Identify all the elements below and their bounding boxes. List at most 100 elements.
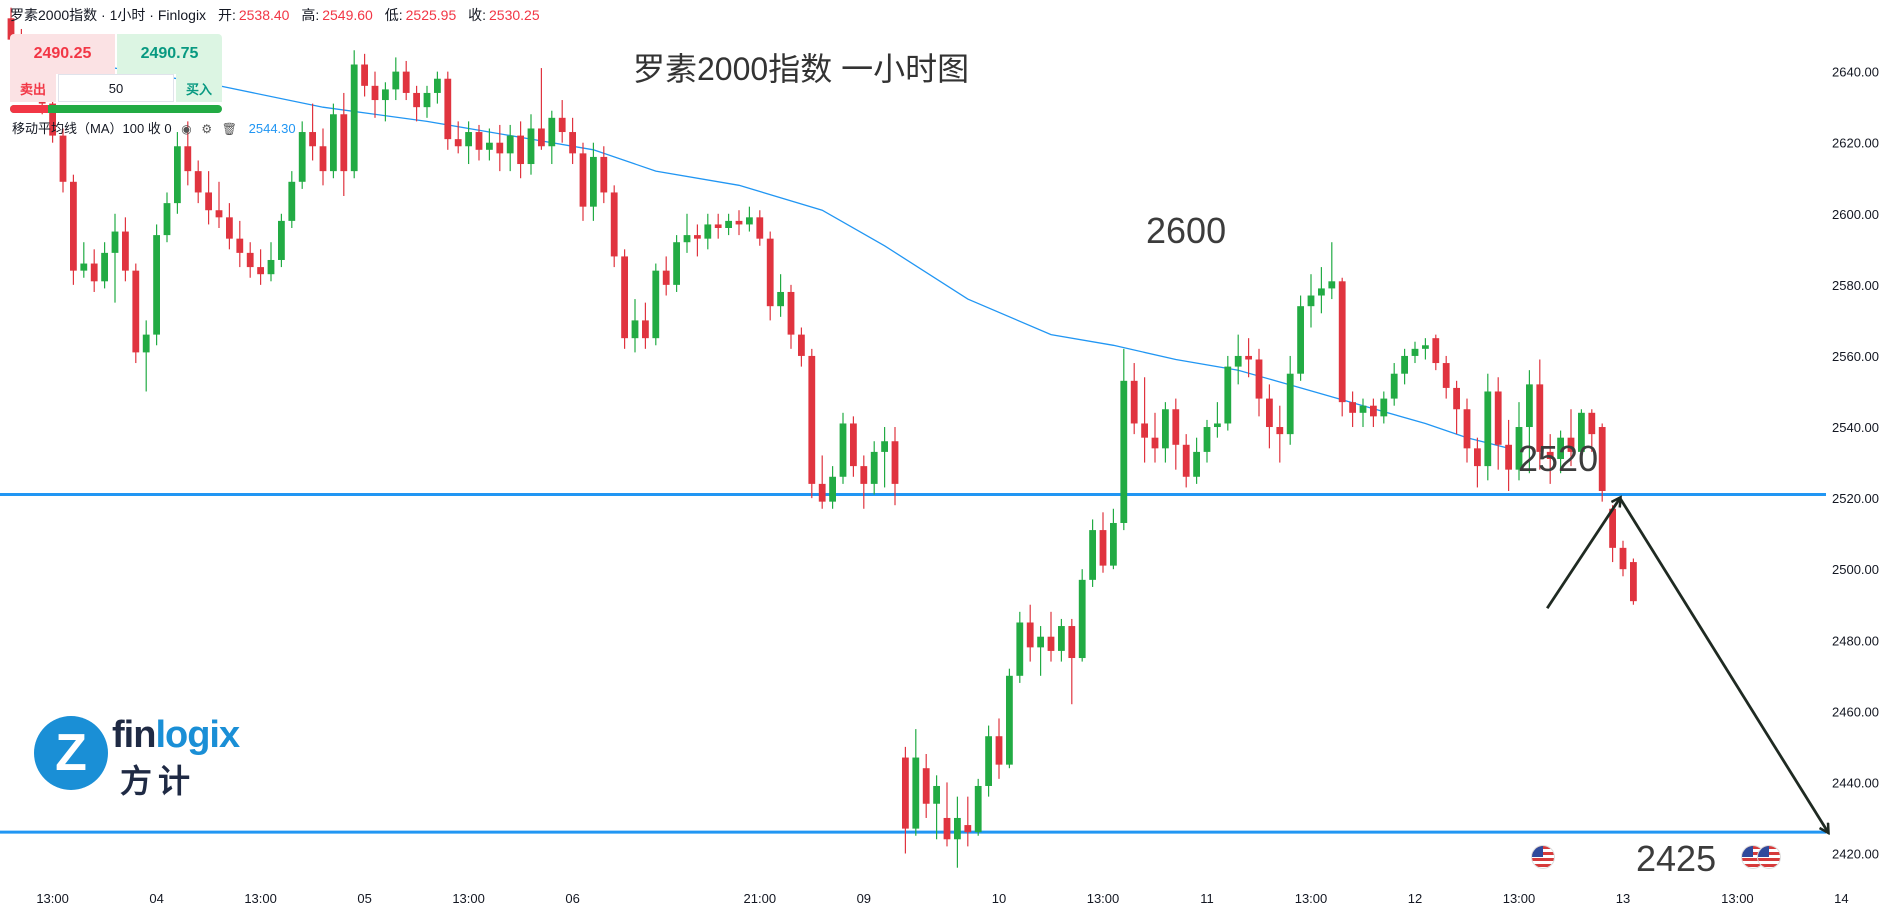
candle[interactable]	[870, 441, 878, 495]
candle[interactable]	[205, 171, 212, 225]
us-flag-icon[interactable]	[1758, 846, 1780, 868]
buy-price-button[interactable]: 2490.75	[117, 34, 222, 74]
candle[interactable]	[860, 455, 868, 509]
candle[interactable]	[662, 256, 670, 296]
candle[interactable]	[1411, 341, 1419, 364]
candle[interactable]	[1557, 430, 1564, 474]
candle[interactable]	[1266, 384, 1273, 449]
candle[interactable]	[1245, 338, 1252, 378]
candle[interactable]	[1214, 402, 1221, 438]
sell-button[interactable]: 卖出	[10, 74, 56, 102]
candle[interactable]	[590, 142, 597, 221]
candle[interactable]	[631, 299, 639, 353]
projection-arrow[interactable]	[1618, 497, 1828, 832]
candle[interactable]	[891, 427, 899, 506]
candle[interactable]	[1567, 409, 1575, 467]
candle[interactable]	[902, 746, 909, 854]
candle[interactable]	[1224, 355, 1232, 431]
candle[interactable]	[725, 213, 732, 236]
candle[interactable]	[1401, 348, 1408, 385]
candle[interactable]	[1370, 398, 1377, 428]
candle[interactable]	[1297, 295, 1304, 381]
candle[interactable]	[496, 124, 504, 172]
candle[interactable]	[257, 249, 264, 285]
candle[interactable]	[361, 53, 368, 97]
candle[interactable]	[808, 348, 816, 499]
candle[interactable]	[912, 729, 920, 836]
candle[interactable]	[1630, 558, 1637, 605]
candle[interactable]	[579, 142, 587, 221]
candle[interactable]	[1546, 434, 1554, 484]
candle[interactable]	[964, 796, 972, 847]
candle[interactable]	[1328, 242, 1336, 300]
candle[interactable]	[1193, 437, 1200, 484]
candle[interactable]	[1286, 355, 1294, 445]
projection-arrow[interactable]	[1546, 498, 1620, 610]
eye-icon[interactable]: ◉	[181, 122, 192, 136]
candle[interactable]	[527, 114, 535, 175]
candle[interactable]	[1588, 409, 1596, 452]
candle[interactable]	[839, 412, 847, 484]
candle[interactable]	[1494, 377, 1502, 470]
candle[interactable]	[465, 121, 472, 165]
candle[interactable]	[111, 213, 119, 303]
sell-price-button[interactable]: 2490.25	[10, 34, 115, 74]
candle[interactable]	[850, 416, 857, 477]
candle[interactable]	[1099, 512, 1107, 573]
candle[interactable]	[454, 121, 462, 154]
candle[interactable]	[569, 117, 576, 165]
candle[interactable]	[642, 302, 649, 349]
candle[interactable]	[714, 213, 722, 239]
quantity-input[interactable]: 50	[58, 74, 174, 102]
candle[interactable]	[1453, 380, 1460, 435]
candle[interactable]	[486, 128, 493, 161]
candle[interactable]	[1609, 505, 1616, 563]
candle[interactable]	[215, 181, 223, 228]
candle[interactable]	[1016, 611, 1024, 683]
candle[interactable]	[122, 217, 129, 282]
candle[interactable]	[1068, 618, 1076, 705]
candle[interactable]	[922, 753, 930, 818]
candle[interactable]	[101, 242, 108, 289]
candle[interactable]	[995, 718, 1003, 779]
candle[interactable]	[402, 60, 410, 101]
candle[interactable]	[1463, 398, 1471, 463]
candle[interactable]	[184, 121, 192, 186]
candle[interactable]	[392, 57, 400, 101]
candle[interactable]	[1359, 398, 1367, 428]
candle[interactable]	[1442, 355, 1450, 399]
candle[interactable]	[1598, 423, 1606, 502]
candle[interactable]	[1130, 363, 1138, 435]
candle[interactable]	[787, 284, 795, 349]
candle[interactable]	[933, 775, 940, 840]
candle[interactable]	[434, 71, 441, 104]
candle[interactable]	[1276, 405, 1284, 463]
candle[interactable]	[350, 50, 358, 179]
candle[interactable]	[985, 725, 992, 797]
candle[interactable]	[194, 160, 202, 204]
candle[interactable]	[132, 263, 140, 364]
candle[interactable]	[382, 82, 389, 122]
candle[interactable]	[1380, 391, 1388, 424]
candle[interactable]	[1162, 402, 1169, 463]
delete-icon[interactable]: 🗑	[221, 122, 238, 136]
candle[interactable]	[142, 320, 150, 392]
us-flag-icon[interactable]	[1532, 846, 1554, 868]
candle[interactable]	[475, 124, 483, 161]
candle[interactable]	[1349, 391, 1356, 428]
candle[interactable]	[683, 213, 691, 253]
candle[interactable]	[1526, 370, 1533, 474]
candle[interactable]	[1578, 409, 1585, 460]
candle[interactable]	[506, 124, 514, 172]
candle[interactable]	[413, 85, 420, 122]
candle[interactable]	[298, 121, 306, 189]
candle[interactable]	[1182, 434, 1190, 488]
candle[interactable]	[340, 92, 348, 197]
candle[interactable]	[652, 263, 660, 346]
candle[interactable]	[163, 192, 171, 243]
candle[interactable]	[1151, 412, 1159, 463]
candle[interactable]	[704, 213, 712, 250]
candle[interactable]	[80, 242, 88, 278]
candle[interactable]	[538, 68, 545, 150]
candle[interactable]	[943, 782, 951, 847]
